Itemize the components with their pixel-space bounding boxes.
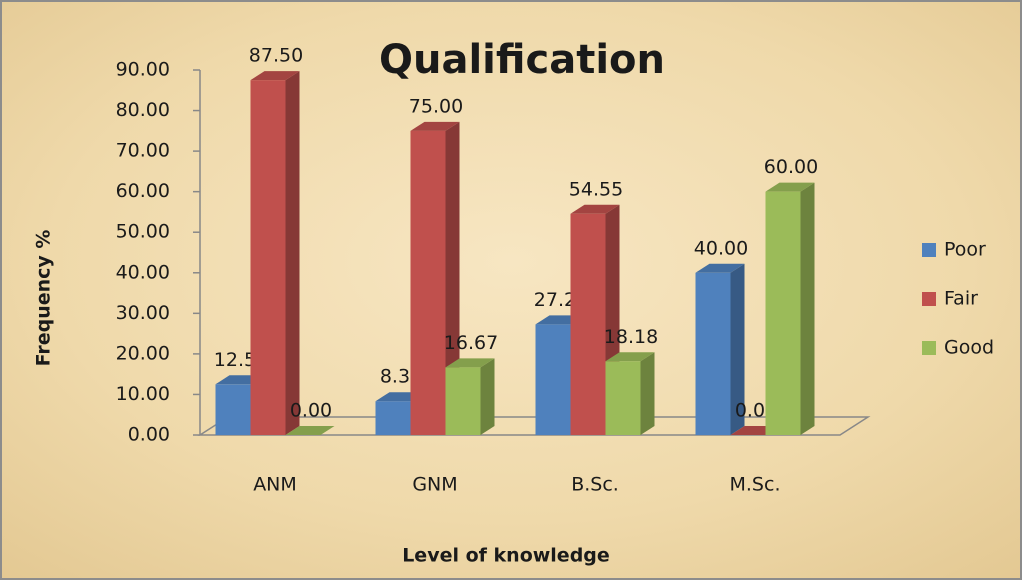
bar (535, 324, 571, 435)
value-label: 40.00 (694, 237, 748, 259)
y-tick-label: 20.00 (116, 342, 170, 364)
legend-label: Fair (944, 288, 978, 310)
y-tick-label: 80.00 (116, 99, 170, 121)
value-label: 87.50 (249, 45, 303, 67)
y-tick-label: 60.00 (116, 180, 170, 202)
x-tick-label: ANM (253, 474, 297, 496)
bar-side (730, 263, 745, 435)
bar-top (250, 71, 300, 81)
y-axis-label: Frequency % (33, 230, 55, 367)
bar (375, 401, 411, 435)
legend-label: Good (944, 337, 994, 359)
value-label: 60.00 (764, 156, 818, 178)
bar (410, 130, 446, 436)
bar-side (800, 182, 815, 435)
x-tick-label: M.Sc. (730, 474, 781, 496)
bar-top (570, 204, 620, 214)
legend-swatch (922, 341, 936, 355)
bar-top (445, 358, 495, 368)
bar (215, 384, 251, 435)
bar-side (640, 352, 655, 435)
y-tick-label: 0.00 (128, 424, 170, 446)
legend-swatch (922, 243, 936, 257)
value-label: 0.00 (290, 400, 332, 422)
bar-top (605, 352, 655, 362)
bar-top (285, 426, 335, 435)
chart-title: Qualification (379, 37, 665, 83)
bar-top (695, 263, 745, 273)
value-label: 18.18 (604, 326, 658, 348)
bar-side (480, 358, 495, 435)
y-tick-label: 50.00 (116, 221, 170, 243)
x-axis-label: Level of knowledge (402, 545, 610, 567)
x-tick-label: B.Sc. (571, 474, 619, 496)
bar-top (410, 121, 460, 131)
y-tick-label: 10.00 (116, 383, 170, 405)
bar (570, 213, 606, 435)
bar (605, 361, 641, 435)
bar (695, 272, 731, 435)
value-label: 54.55 (569, 178, 623, 200)
y-tick-label: 30.00 (116, 302, 170, 324)
y-tick-label: 90.00 (116, 59, 170, 81)
value-label: 75.00 (409, 95, 463, 117)
legend-swatch (922, 292, 936, 306)
y-tick-label: 40.00 (116, 261, 170, 283)
bar-top (765, 182, 815, 192)
y-tick-label: 70.00 (116, 140, 170, 162)
bar (250, 80, 286, 435)
value-label: 16.67 (444, 332, 498, 354)
x-tick-label: GNM (412, 474, 457, 496)
legend-label: Poor (944, 239, 986, 261)
bar-side (445, 121, 460, 435)
bar (445, 367, 481, 435)
bar (765, 191, 801, 435)
bar-side (285, 71, 300, 435)
